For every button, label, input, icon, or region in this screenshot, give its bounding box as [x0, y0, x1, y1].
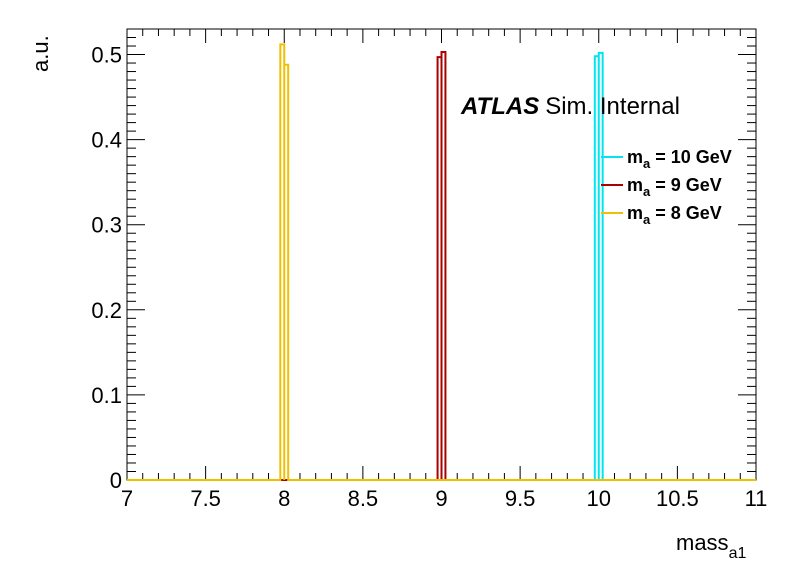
- y-tick-labels: 0 0.1 0.2 0.3 0.4 0.5: [91, 43, 122, 493]
- legend-entry-main: m: [627, 147, 643, 167]
- legend-entry: ma = 8 GeV: [627, 203, 722, 227]
- x-axis-title-main: mass: [676, 530, 729, 555]
- x-tick-label: 7: [121, 486, 133, 511]
- series-layer: [127, 43, 756, 481]
- y-tick-label: 0.5: [91, 43, 122, 68]
- legend-entry-rest: = 9 GeV: [650, 175, 722, 195]
- legend-entry-rest: = 8 GeV: [650, 203, 722, 223]
- y-tick-label: 0.2: [91, 298, 122, 323]
- legend-entry-main: m: [627, 175, 643, 195]
- x-tick-label: 9: [435, 486, 447, 511]
- legend-entry-sub: a: [643, 156, 651, 171]
- legend-entry: ma = 9 GeV: [627, 175, 722, 199]
- legend-entry: ma = 10 GeV: [627, 147, 732, 171]
- atlas-label: ATLAS Sim. Internal: [460, 93, 680, 120]
- x-tick-label: 10: [587, 486, 611, 511]
- atlas-label-bold: ATLAS: [460, 93, 539, 120]
- x-tick-label: 8: [278, 486, 290, 511]
- x-tick-label: 11: [745, 486, 768, 511]
- y-axis-title: a.u.: [28, 35, 53, 72]
- x-tick-label: 9.5: [505, 486, 536, 511]
- x-tick-label: 7.5: [190, 486, 221, 511]
- x-tick-label: 8.5: [348, 486, 379, 511]
- legend-entry-sub: a: [643, 184, 651, 199]
- series-line-8-gev: [127, 43, 756, 481]
- x-tick-labels: 7 7.5 8 8.5 9 9.5 10 10.5 11: [121, 486, 768, 511]
- y-tick-label: 0.1: [91, 383, 122, 408]
- x-axis-title: massa1: [676, 530, 746, 562]
- minor-ticks: [126, 29, 757, 481]
- legend-entry-rest: = 10 GeV: [650, 147, 732, 167]
- legend-entry-main: m: [627, 203, 643, 223]
- legend-entry-sub: a: [643, 212, 651, 227]
- x-axis-title-sub: a1: [729, 545, 747, 562]
- atlas-label-rest: Sim. Internal: [545, 93, 680, 120]
- x-tick-label: 10.5: [656, 486, 699, 511]
- y-tick-label: 0.4: [91, 128, 122, 153]
- y-tick-label: 0.3: [91, 213, 122, 238]
- y-tick-label: 0: [110, 468, 122, 493]
